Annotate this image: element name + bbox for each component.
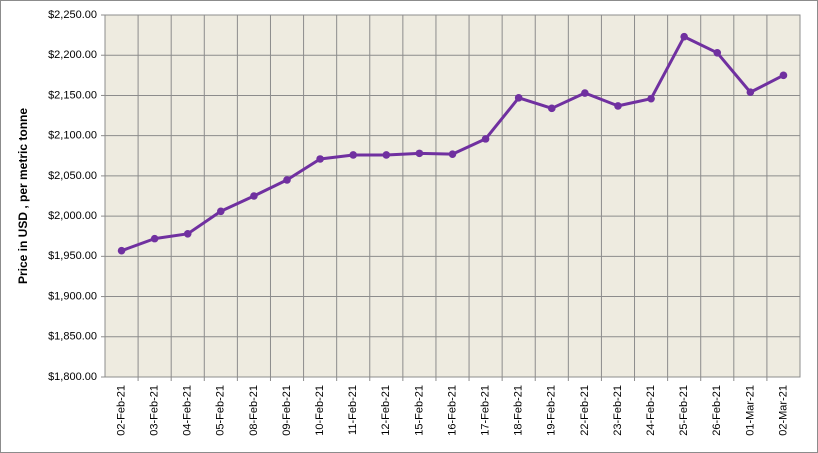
data-point <box>415 149 424 158</box>
y-tick-label: $2,000.00 <box>48 210 97 222</box>
x-tick-label: 22-Feb-21 <box>579 385 591 436</box>
x-tick-label: 15-Feb-21 <box>413 385 425 436</box>
data-point <box>316 155 324 163</box>
data-point <box>117 246 126 255</box>
x-tick-label: 23-Feb-21 <box>612 385 624 436</box>
y-tick-label: $2,050.00 <box>48 170 97 182</box>
x-tick-label: 11-Feb-21 <box>347 385 359 435</box>
y-tick-label: $1,850.00 <box>48 331 97 343</box>
data-point <box>514 94 523 102</box>
y-tick-label: $1,900.00 <box>48 290 97 302</box>
x-tick-label: 04-Feb-21 <box>182 385 194 436</box>
y-tick-label: $1,950.00 <box>48 250 97 262</box>
x-tick-label: 09-Feb-21 <box>281 385 293 436</box>
data-point <box>547 104 556 113</box>
data-point <box>614 102 622 110</box>
data-point <box>713 49 722 57</box>
x-tick-label: 26-Feb-21 <box>711 385 723 436</box>
data-point <box>647 94 655 103</box>
x-tick-label: 19-Feb-21 <box>546 385 558 436</box>
x-tick-label: 25-Feb-21 <box>678 385 690 436</box>
x-tick-label: 17-Feb-21 <box>480 385 492 436</box>
x-tick-label: 05-Feb-21 <box>215 385 227 436</box>
x-tick-label: 01-Mar-21 <box>744 385 756 436</box>
data-point <box>283 176 291 184</box>
data-point <box>217 207 225 216</box>
data-point <box>779 71 788 80</box>
data-point <box>382 151 391 159</box>
data-point <box>183 230 192 238</box>
data-point <box>448 150 457 158</box>
y-tick-label: $1,800.00 <box>48 371 97 383</box>
y-tick-label: $2,250.00 <box>48 9 97 21</box>
x-tick-label: 16-Feb-21 <box>446 385 458 436</box>
y-axis-title: Price in USD , per metric tonne <box>16 108 30 284</box>
x-tick-label: 10-Feb-21 <box>314 385 326 436</box>
y-tick-label: $2,200.00 <box>48 49 97 61</box>
x-tick-label: 18-Feb-21 <box>513 385 525 436</box>
x-tick-label: 02-Feb-21 <box>115 385 127 436</box>
data-point <box>150 234 159 243</box>
data-point <box>581 89 589 97</box>
data-point <box>349 151 358 159</box>
plot-area <box>104 14 801 378</box>
data-point <box>746 88 755 97</box>
x-tick-label: 03-Feb-21 <box>149 385 161 436</box>
x-tick-label: 12-Feb-21 <box>380 385 392 436</box>
x-tick-label: 08-Feb-21 <box>248 385 260 436</box>
x-tick-label: 02-Mar-21 <box>777 385 789 436</box>
y-tick-label: $2,100.00 <box>48 130 97 142</box>
x-tick-label: 24-Feb-21 <box>645 385 657 436</box>
data-point <box>250 192 258 200</box>
y-tick-label: $2,150.00 <box>48 89 97 101</box>
data-point <box>680 32 688 41</box>
data-point <box>481 135 490 143</box>
